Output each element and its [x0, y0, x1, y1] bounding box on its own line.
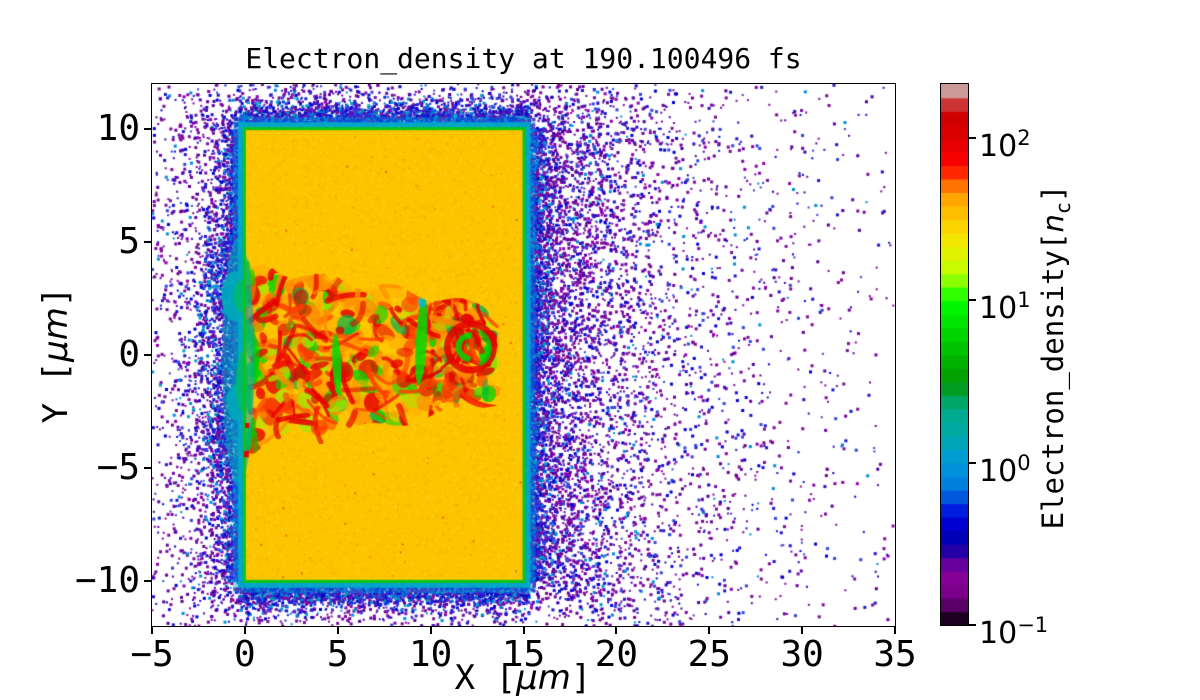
y-axis-label-suffix: ] — [36, 286, 76, 308]
y-tick-label: 5 — [118, 221, 140, 263]
colorbar-label-sub: c — [1050, 202, 1075, 215]
y-axis-label-unit: μm — [36, 307, 76, 362]
heatmap-canvas — [152, 84, 895, 626]
x-tick-label: 10 — [408, 634, 453, 675]
colorbar-tick-label: 102 — [979, 125, 1031, 164]
x-tick-label: 0 — [234, 634, 256, 675]
colorbar-label-suffix: ] — [1036, 184, 1070, 203]
colorbar-tick-label: 10−1 — [979, 613, 1049, 651]
colorbar-tick — [969, 136, 976, 139]
colorbar-tick — [969, 461, 976, 464]
x-axis-label-suffix: ] — [570, 658, 592, 698]
y-tick — [144, 579, 152, 582]
colorbar-canvas — [941, 84, 968, 625]
colorbar-label: Electron_density[nc] — [1033, 75, 1075, 639]
y-tick — [144, 128, 152, 131]
colorbar-label-var: n — [1036, 214, 1070, 233]
x-tick-label: 15 — [501, 634, 546, 675]
y-tick-label: 10 — [96, 108, 140, 150]
colorbar-label-prefix: Electron_density[ — [1036, 232, 1070, 530]
colorbar-tick-label: 101 — [979, 288, 1031, 327]
x-tick-label: 35 — [873, 634, 917, 675]
y-tick-label: −5 — [96, 446, 140, 488]
chart-title: Electron_density at 190.100496 fs — [245, 42, 802, 75]
x-tick — [151, 626, 153, 634]
y-axis-label: Y [μm] — [34, 205, 78, 505]
colorbar-tick — [969, 624, 976, 626]
x-tick — [615, 626, 618, 634]
x-tick — [243, 626, 246, 634]
x-tick — [429, 626, 432, 634]
y-tick — [144, 354, 152, 356]
x-tick — [336, 626, 339, 634]
x-tick-label: −5 — [130, 634, 174, 675]
y-axis-label-prefix: Y [ — [36, 361, 76, 424]
x-tick-label: 5 — [326, 634, 349, 675]
x-tick-label: 25 — [687, 634, 731, 675]
x-tick-label: 20 — [594, 634, 639, 675]
y-tick — [144, 466, 152, 469]
x-axis-label-prefix: X [ — [454, 658, 517, 698]
x-axis-label-unit: μm — [516, 658, 571, 698]
colorbar-tick — [969, 299, 976, 302]
x-tick — [522, 626, 525, 634]
y-tick-label: −10 — [74, 559, 140, 601]
x-tick — [801, 626, 804, 634]
colorbar-tick-label: 100 — [979, 450, 1031, 489]
y-tick — [144, 241, 152, 244]
y-tick-label: 0 — [118, 334, 140, 375]
x-tick-label: 30 — [780, 634, 824, 675]
x-axis-label: X [μm] — [373, 658, 673, 698]
x-tick — [708, 626, 711, 634]
x-tick — [894, 626, 896, 634]
